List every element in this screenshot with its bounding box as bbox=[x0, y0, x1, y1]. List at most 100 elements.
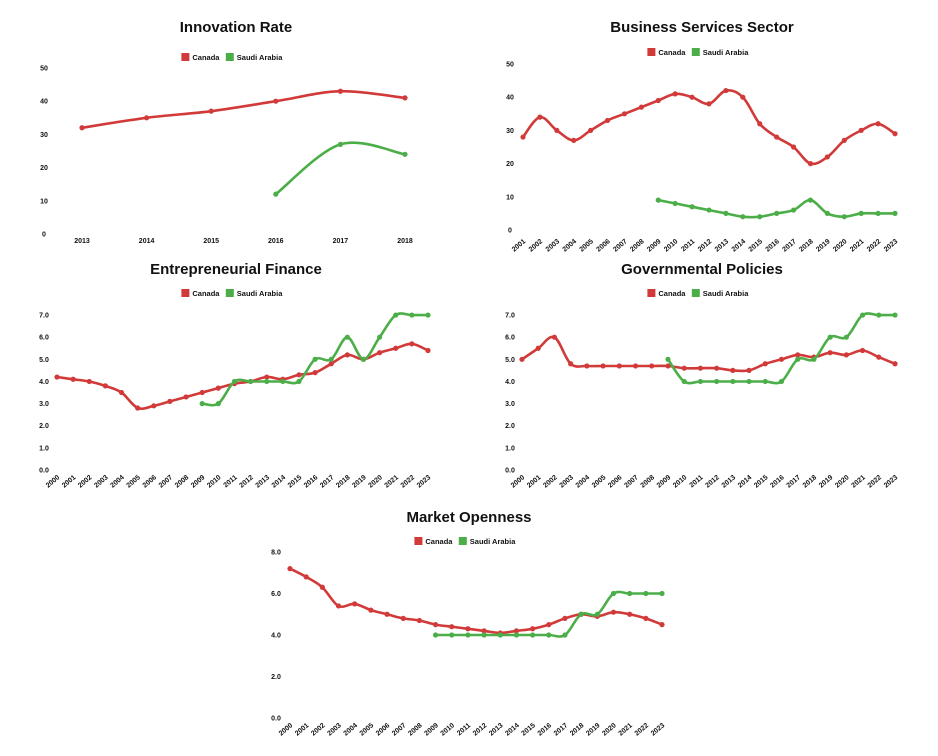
chart-policies: Governmental Policies Canada Saudi Arabia 0… bbox=[505, 261, 899, 490]
data-point bbox=[746, 378, 752, 385]
y-tick-label: 0.0 bbox=[271, 716, 281, 723]
data-point bbox=[774, 210, 780, 216]
data-point bbox=[409, 312, 415, 318]
x-tick-label: 2002 bbox=[77, 474, 94, 489]
data-point bbox=[689, 94, 695, 100]
data-point bbox=[199, 401, 205, 407]
legend-label: Saudi Arabia bbox=[237, 289, 283, 298]
data-point bbox=[841, 137, 847, 143]
x-tick-label: 2013 bbox=[74, 238, 90, 245]
data-point bbox=[393, 312, 399, 318]
x-tick-label: 2008 bbox=[640, 474, 657, 489]
y-tick-label: 7.0 bbox=[505, 313, 515, 320]
y-tick-label: 8.0 bbox=[271, 550, 281, 557]
data-point bbox=[621, 111, 628, 117]
data-point bbox=[689, 204, 695, 210]
legend-label: Saudi Arabia bbox=[470, 537, 516, 546]
data-point bbox=[655, 197, 661, 203]
x-tick-label: 2013 bbox=[714, 238, 731, 253]
x-tick-label: 2003 bbox=[545, 238, 562, 253]
y-tick-label: 7.0 bbox=[39, 313, 49, 320]
data-point bbox=[118, 389, 125, 396]
x-tick-label: 2005 bbox=[126, 474, 143, 489]
x-tick-label: 2015 bbox=[748, 238, 765, 253]
x-tick-label: 2009 bbox=[646, 238, 663, 253]
x-tick-label: 2018 bbox=[569, 722, 586, 737]
x-tick-label: 2021 bbox=[618, 722, 635, 737]
data-point bbox=[811, 356, 817, 362]
x-tick-label: 2007 bbox=[612, 238, 629, 253]
data-point bbox=[706, 207, 712, 213]
legend-swatch bbox=[225, 53, 234, 61]
data-point bbox=[841, 214, 847, 220]
x-tick-label: 2006 bbox=[142, 474, 159, 489]
data-point bbox=[273, 191, 279, 197]
data-point bbox=[546, 622, 552, 628]
data-point bbox=[432, 632, 439, 638]
x-tick-label: 2000 bbox=[510, 474, 527, 489]
data-point bbox=[562, 632, 568, 638]
data-point bbox=[697, 365, 703, 371]
series-line bbox=[55, 342, 430, 411]
x-tick-label: 2019 bbox=[351, 474, 368, 489]
legend-item: Saudi Arabia bbox=[225, 53, 283, 62]
legend-swatch bbox=[691, 289, 700, 297]
x-tick-label: 2001 bbox=[61, 474, 78, 489]
y-tick-label: 40 bbox=[40, 99, 48, 106]
x-tick-label: 2003 bbox=[326, 722, 343, 737]
x-tick-label: 2016 bbox=[537, 722, 554, 737]
data-point bbox=[215, 401, 221, 407]
x-tick-label: 2009 bbox=[423, 722, 440, 737]
x-tick-label: 2020 bbox=[832, 238, 849, 253]
x-tick-label: 2002 bbox=[528, 238, 545, 253]
x-tick-label: 2014 bbox=[271, 474, 288, 489]
data-point bbox=[627, 590, 633, 597]
series-line bbox=[666, 312, 897, 385]
x-tick-label: 2005 bbox=[359, 722, 376, 737]
data-point bbox=[681, 365, 687, 371]
data-point bbox=[665, 356, 671, 362]
data-point bbox=[578, 611, 584, 617]
data-point bbox=[790, 207, 797, 213]
x-tick-label: 2021 bbox=[849, 238, 866, 253]
chart-openness: Market Openness Canada Saudi Arabia 0.0 2.0 4… bbox=[271, 509, 666, 738]
x-tick-label: 2006 bbox=[375, 722, 392, 737]
x-tick-label: 2010 bbox=[663, 238, 680, 253]
x-tick-label: 2020 bbox=[834, 474, 851, 489]
x-tick-label: 2013 bbox=[721, 474, 738, 489]
data-point bbox=[135, 405, 141, 411]
x-tick-label: 2008 bbox=[174, 474, 191, 489]
data-point bbox=[730, 367, 736, 373]
data-point bbox=[649, 363, 655, 369]
chart-finance: Entrepreneurial Finance Canada Saudi Arabi… bbox=[39, 261, 432, 490]
data-point bbox=[513, 632, 520, 638]
x-tick-label: 2006 bbox=[607, 474, 624, 489]
legend-label: Canada bbox=[192, 53, 220, 62]
legend-swatch bbox=[181, 289, 190, 297]
x-tick-label: 2013 bbox=[488, 722, 505, 737]
data-point bbox=[519, 356, 525, 362]
x-tick-label: 2018 bbox=[397, 238, 413, 245]
data-point bbox=[337, 88, 343, 94]
data-point bbox=[328, 356, 334, 362]
data-point bbox=[393, 345, 399, 351]
x-tick-label: 2021 bbox=[384, 474, 401, 489]
legend-swatch bbox=[647, 289, 656, 297]
x-tick-label: 2001 bbox=[511, 238, 528, 253]
legend-item: Canada bbox=[414, 537, 453, 546]
data-point bbox=[774, 134, 780, 140]
y-tick-label: 1.0 bbox=[39, 445, 49, 452]
y-tick-label: 5.0 bbox=[39, 357, 49, 364]
x-tick-label: 2019 bbox=[815, 238, 832, 253]
y-tick-label: 20 bbox=[506, 161, 514, 168]
data-point bbox=[513, 628, 520, 634]
data-point bbox=[659, 622, 665, 628]
data-point bbox=[296, 372, 302, 378]
x-tick-label: 2017 bbox=[333, 238, 349, 245]
data-point bbox=[638, 104, 644, 110]
x-tick-label: 2006 bbox=[595, 238, 612, 253]
x-tick-label: 2023 bbox=[883, 474, 900, 489]
x-tick-label: 2010 bbox=[440, 722, 457, 737]
data-point bbox=[481, 632, 487, 638]
data-point bbox=[144, 115, 150, 121]
